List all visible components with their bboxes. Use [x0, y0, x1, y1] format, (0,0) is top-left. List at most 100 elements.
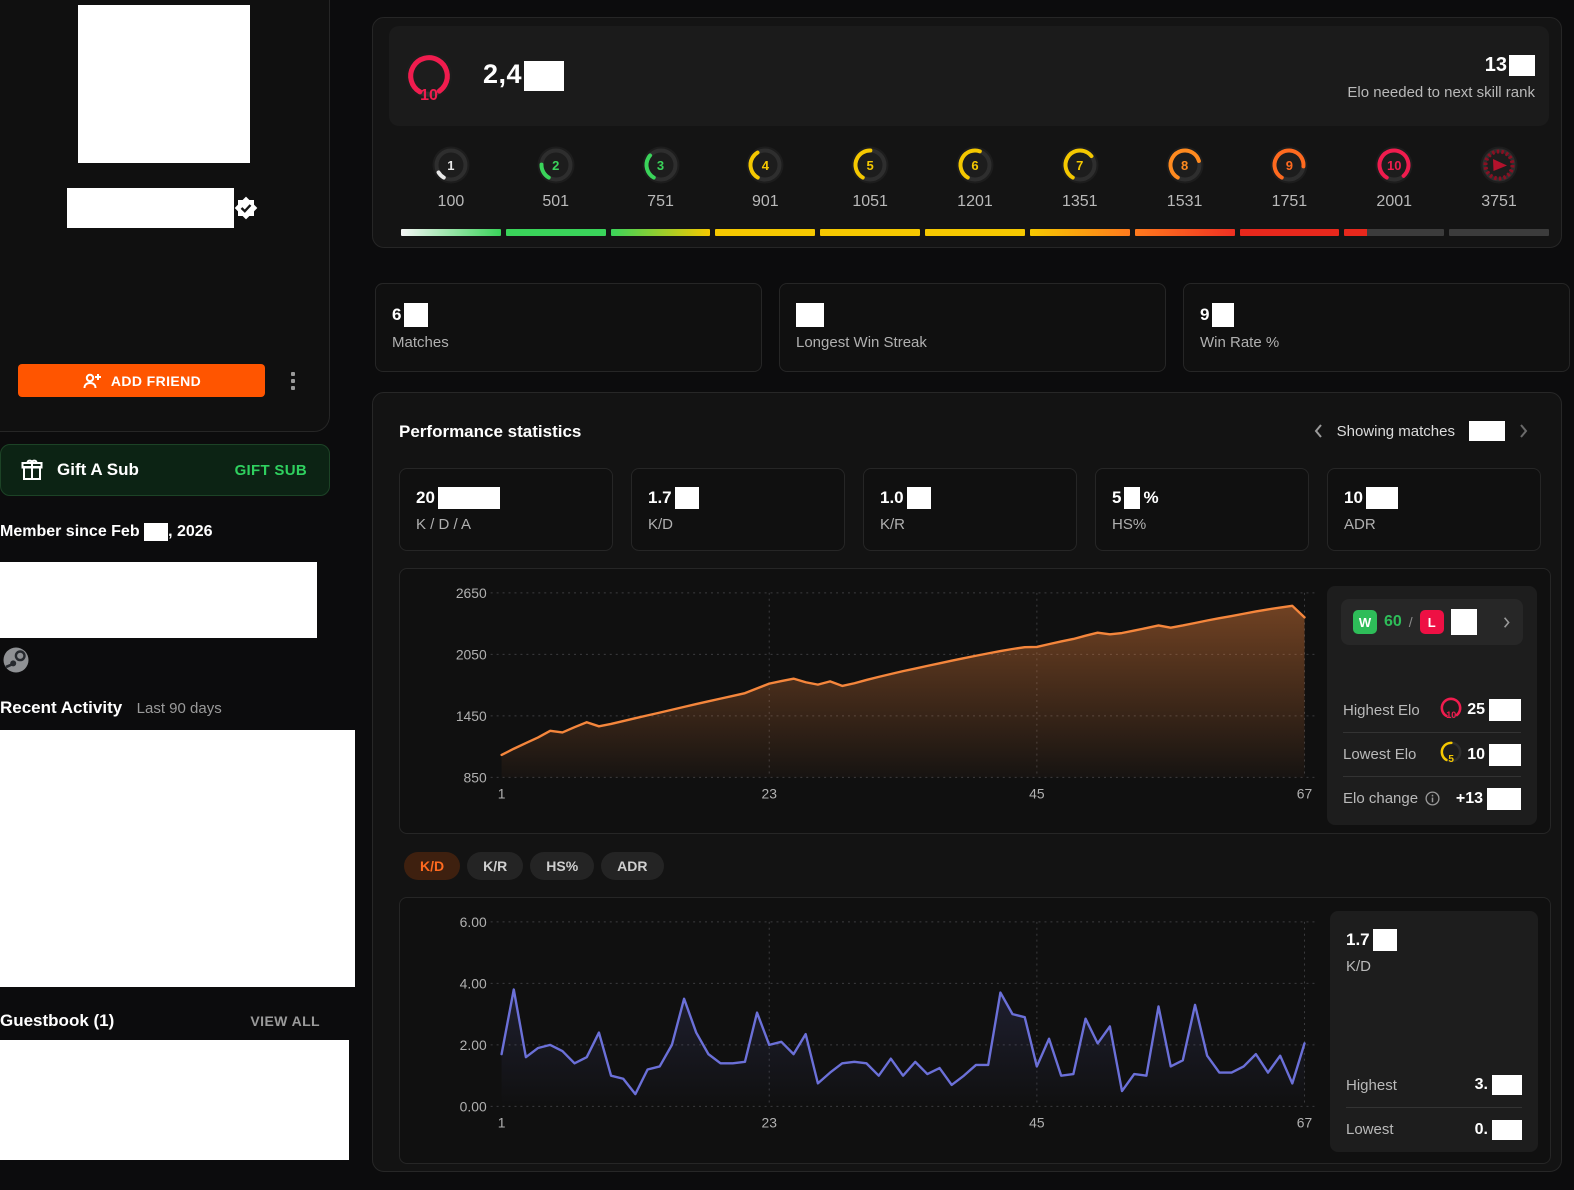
- next-matches-chevron-icon[interactable]: [1519, 423, 1529, 439]
- ladder-level-6: 6 1201: [925, 146, 1025, 211]
- svg-text:850: 850: [464, 769, 487, 785]
- guestbook-view-all-button[interactable]: VIEW ALL: [250, 1013, 320, 1029]
- bio-section: [0, 562, 317, 638]
- summary-value: 6: [392, 303, 745, 327]
- highest-elo-label: Highest Elo: [1343, 701, 1420, 719]
- current-elo-value: 2,4: [483, 59, 565, 91]
- elo-chart-plot: 2650 2050 1450 850 1 23 45 67: [456, 585, 1317, 801]
- kd-average-label: K/D: [1346, 958, 1372, 975]
- redacted: [1212, 303, 1235, 327]
- ladder-level-10: 10 2001: [1344, 146, 1444, 211]
- tab-kr[interactable]: K/R: [467, 852, 524, 880]
- kd-highest-label: Highest: [1346, 1076, 1397, 1094]
- guestbook-title: Guestbook (1): [0, 1011, 115, 1030]
- skill-level-5-icon: 5: [1439, 740, 1463, 768]
- skill-level-10-icon: 10: [405, 52, 453, 105]
- more-options-button[interactable]: [286, 366, 300, 396]
- skill-level-2-icon: 2: [537, 146, 575, 184]
- tab-hs[interactable]: HS%: [530, 852, 595, 880]
- recent-activity-header: Recent Activity Last 90 days: [0, 698, 222, 718]
- ladder-level-8: 8 1531: [1135, 146, 1235, 211]
- stat-label: HS%: [1112, 516, 1147, 533]
- ladder-level-5: 5 1051: [820, 146, 920, 211]
- svg-text:45: 45: [1029, 1114, 1045, 1130]
- lowest-elo-label: Lowest Elo: [1343, 746, 1417, 763]
- stat-value: 1.0: [880, 487, 1060, 509]
- ladder-level-challenger: 3751: [1449, 146, 1549, 211]
- performance-statistics-title: Performance statistics: [399, 422, 582, 441]
- stat-card-hs: 5% HS%: [1095, 468, 1309, 551]
- kd-chart-plot: 6.00 4.00 2.00 0.00 1 23 45 67: [460, 914, 1317, 1130]
- gift-a-sub-card: Gift A Sub GIFT SUB: [0, 444, 330, 496]
- svg-text:2050: 2050: [456, 646, 487, 662]
- ladder-threshold: 100: [437, 193, 465, 210]
- recent-activity-title: Recent Activity: [0, 698, 123, 717]
- ladder-threshold: 1531: [1166, 193, 1203, 210]
- gift-icon: [21, 459, 43, 480]
- svg-text:67: 67: [1297, 1114, 1313, 1130]
- win-rate-card: 9 Win Rate %: [1183, 283, 1570, 372]
- tab-kd[interactable]: K/D: [404, 852, 461, 880]
- stat-label: K / D / A: [416, 516, 472, 533]
- ladder-threshold: 1751: [1271, 193, 1308, 210]
- stat-label: ADR: [1344, 516, 1376, 533]
- previous-matches-chevron-icon[interactable]: [1313, 423, 1323, 439]
- elo-card: 10 2,4 13 Elo needed to next skill rank …: [372, 17, 1562, 248]
- elo-progress-segment: [820, 229, 921, 236]
- redacted: [1489, 699, 1521, 721]
- ladder-threshold: 1351: [1061, 193, 1098, 210]
- highest-elo-row: Highest Elo 10 25: [1343, 688, 1521, 732]
- svg-text:23: 23: [762, 1114, 778, 1130]
- redacted: [796, 303, 824, 327]
- elo-progress-segment: [1134, 229, 1235, 236]
- summary-value: [796, 303, 1149, 327]
- elo-progress-segment: [401, 229, 501, 236]
- stat-card-kr: 1.0 K/R: [863, 468, 1077, 551]
- elo-to-next-rank-value: 13: [1347, 54, 1535, 77]
- summary-value: 9: [1200, 303, 1553, 327]
- elo-change-label: Elo change: [1343, 790, 1419, 807]
- kd-lowest-label: Lowest: [1346, 1121, 1394, 1138]
- win-loss-summary[interactable]: W 60 / L: [1341, 599, 1523, 645]
- stat-value: 1.7: [648, 487, 828, 509]
- summary-label: Longest Win Streak: [796, 334, 927, 351]
- stat-value: 5%: [1112, 487, 1159, 509]
- add-friend-label: ADD FRIEND: [110, 372, 202, 389]
- skill-level-8-icon: 8: [1166, 146, 1204, 184]
- svg-text:0.00: 0.00: [460, 1098, 487, 1114]
- skill-level-ladder: 1 100 2 501 3 751 4 901 5 1051 6 1201 7 1351 8 1531 9 175…: [401, 146, 1549, 211]
- skill-level-10-icon: 10: [1439, 695, 1463, 724]
- add-friend-button[interactable]: ADD FRIEND: [18, 364, 265, 397]
- username: [67, 188, 234, 228]
- gift-sub-button[interactable]: GIFT SUB: [234, 461, 307, 479]
- elo-progress-segment: [925, 229, 1025, 236]
- redacted: [1509, 55, 1535, 77]
- svg-text:4.00: 4.00: [460, 975, 487, 991]
- redacted: [674, 487, 699, 509]
- showing-matches-label: Showing matches: [1336, 422, 1455, 440]
- ladder-threshold: 901: [751, 193, 779, 210]
- tab-adr[interactable]: ADR: [601, 852, 664, 880]
- stat-tabs: K/D K/R HS% ADR: [404, 852, 664, 880]
- redacted: [1365, 487, 1398, 509]
- skill-level-challenger-icon: [1480, 146, 1518, 184]
- stat-card-kda: 20 K / D / A: [399, 468, 613, 551]
- elo-progress-segment: [505, 229, 606, 236]
- elo-to-next-rank-label: Elo needed to next skill rank: [1347, 84, 1535, 101]
- redacted: [1372, 929, 1397, 951]
- redacted: [1124, 487, 1141, 509]
- kd-lowest-row: Lowest 0.: [1346, 1107, 1522, 1151]
- lowest-elo-row: Lowest Elo 5 10: [1343, 732, 1521, 776]
- avatar: [78, 5, 250, 163]
- kd-chart: 6.00 4.00 2.00 0.00 1 23 45 67 1.7 K/D Highest …: [399, 897, 1551, 1164]
- stat-value: 20: [416, 487, 596, 509]
- skill-level-7-icon: 7: [1061, 146, 1099, 184]
- steam-icon[interactable]: [3, 647, 29, 673]
- verified-badge-icon: [234, 196, 258, 220]
- summary-label: Win Rate %: [1200, 334, 1280, 351]
- kd-average-value: 1.7: [1346, 929, 1397, 951]
- stat-card-adr: 10 ADR: [1327, 468, 1541, 551]
- skill-level-4-icon: 4: [746, 146, 784, 184]
- elo-progress-segment: [1344, 229, 1445, 236]
- info-icon[interactable]: [1425, 791, 1440, 806]
